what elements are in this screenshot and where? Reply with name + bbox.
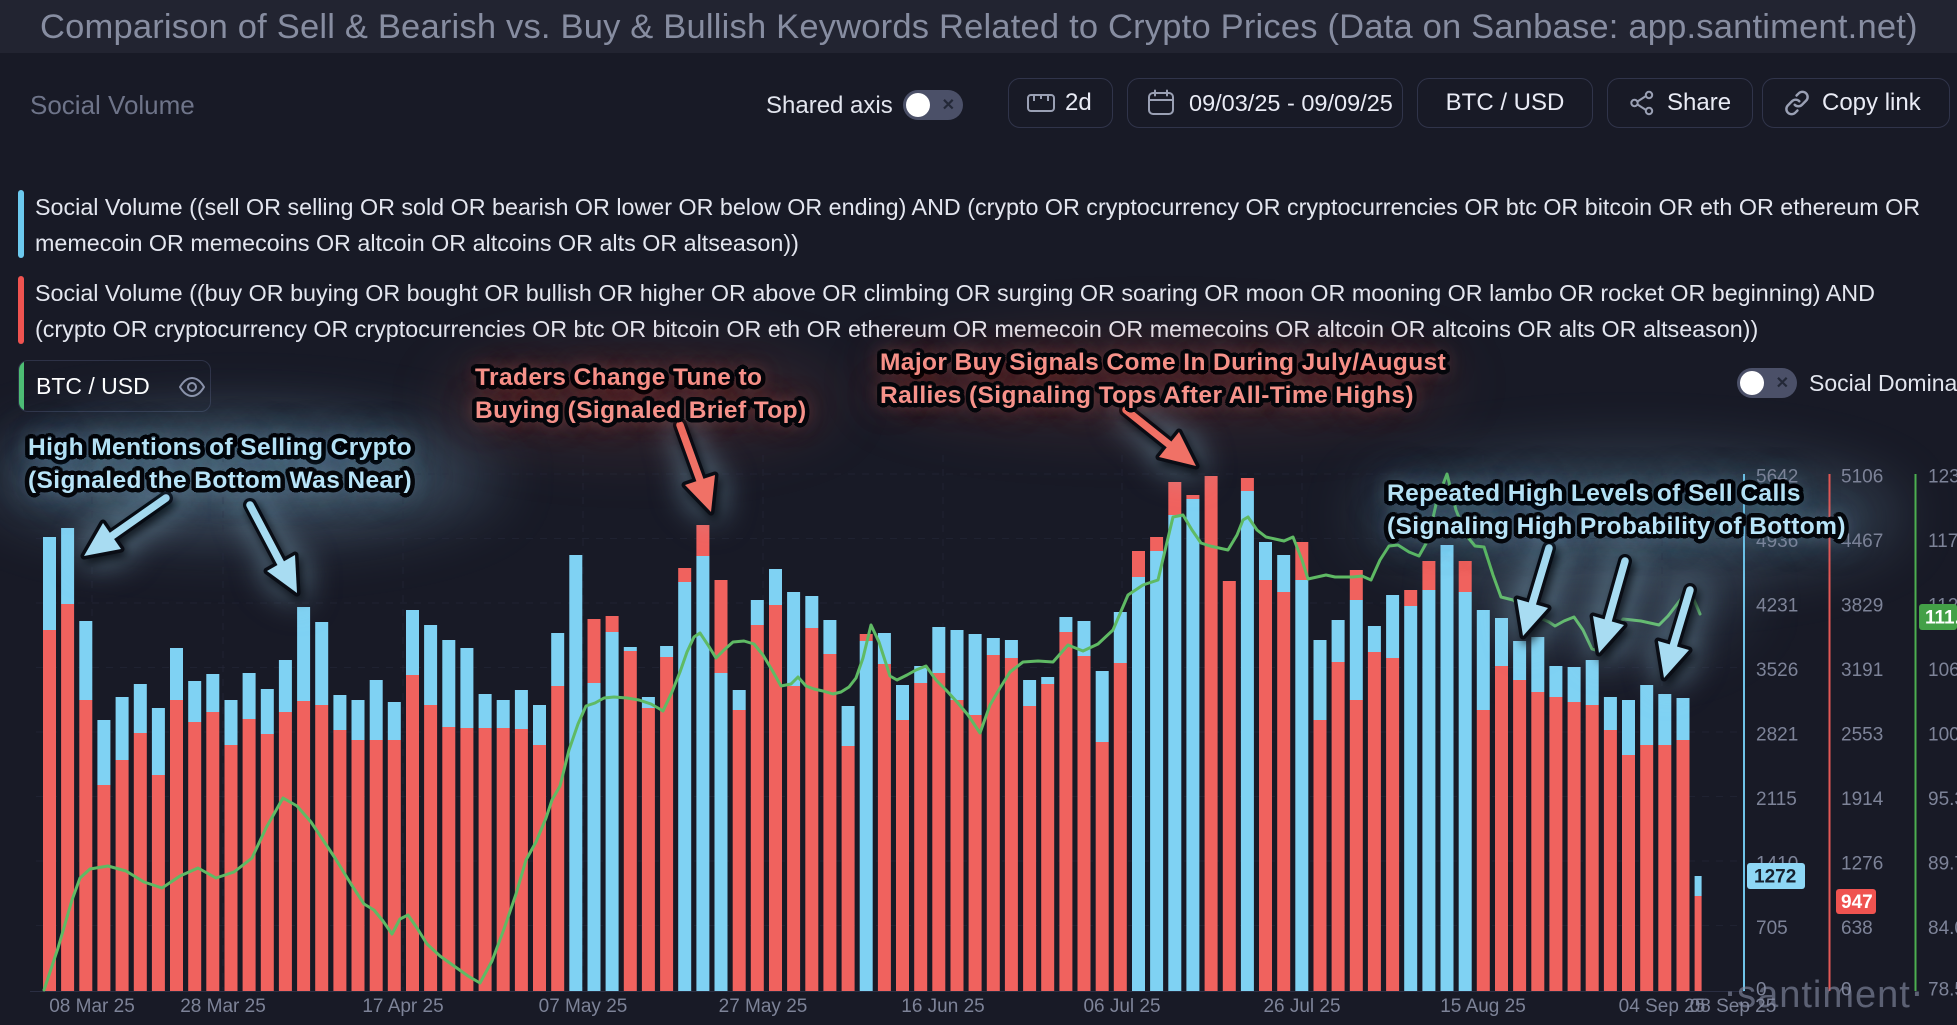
svg-text:26 Jul 25: 26 Jul 25 xyxy=(1263,996,1340,1017)
svg-text:106.4K: 106.4K xyxy=(1928,660,1957,681)
svg-text:123.4K: 123.4K xyxy=(1928,467,1957,488)
svg-text:117.8K: 117.8K xyxy=(1928,531,1957,552)
svg-text:1914: 1914 xyxy=(1841,789,1884,810)
svg-text:2821: 2821 xyxy=(1756,725,1798,746)
svg-text:5642: 5642 xyxy=(1756,467,1798,488)
svg-text:89.73K: 89.73K xyxy=(1928,854,1957,875)
svg-text:2115: 2115 xyxy=(1756,789,1797,810)
svg-text:16 Jun 25: 16 Jun 25 xyxy=(901,996,984,1017)
svg-text:27 May 25: 27 May 25 xyxy=(719,996,808,1017)
svg-text:100.7K: 100.7K xyxy=(1928,725,1957,746)
svg-text:0: 0 xyxy=(1756,980,1767,1001)
svg-text:4231: 4231 xyxy=(1756,596,1798,617)
svg-text:3526: 3526 xyxy=(1756,660,1798,681)
svg-text:84.09K: 84.09K xyxy=(1928,918,1957,939)
svg-text:2553: 2553 xyxy=(1841,725,1883,746)
svg-text:705: 705 xyxy=(1756,918,1788,939)
svg-text:3829: 3829 xyxy=(1841,596,1883,617)
svg-text:947: 947 xyxy=(1841,892,1873,913)
svg-text:1276: 1276 xyxy=(1841,854,1883,875)
svg-text:5106: 5106 xyxy=(1841,467,1883,488)
svg-text:95.37K: 95.37K xyxy=(1928,789,1957,810)
svg-text:08 Mar 25: 08 Mar 25 xyxy=(49,996,135,1017)
svg-text:04 Sep 25: 04 Sep 25 xyxy=(1619,996,1706,1017)
svg-text:08 Sep 25: 08 Sep 25 xyxy=(1690,996,1777,1017)
svg-text:638: 638 xyxy=(1841,918,1873,939)
svg-text:0: 0 xyxy=(1841,980,1852,1001)
svg-text:4936: 4936 xyxy=(1756,531,1798,552)
svg-text:15 Aug 25: 15 Aug 25 xyxy=(1440,996,1526,1017)
svg-text:07 May 25: 07 May 25 xyxy=(539,996,628,1017)
svg-text:3191: 3191 xyxy=(1841,660,1883,681)
svg-text:78.52K: 78.52K xyxy=(1928,980,1957,1001)
svg-text:17 Apr 25: 17 Apr 25 xyxy=(362,996,443,1017)
svg-text:06 Jul 25: 06 Jul 25 xyxy=(1083,996,1160,1017)
svg-text:111.: 111. xyxy=(1925,608,1957,629)
svg-text:1272: 1272 xyxy=(1754,867,1796,888)
svg-text:28 Mar 25: 28 Mar 25 xyxy=(180,996,266,1017)
svg-text:4467: 4467 xyxy=(1841,531,1883,552)
